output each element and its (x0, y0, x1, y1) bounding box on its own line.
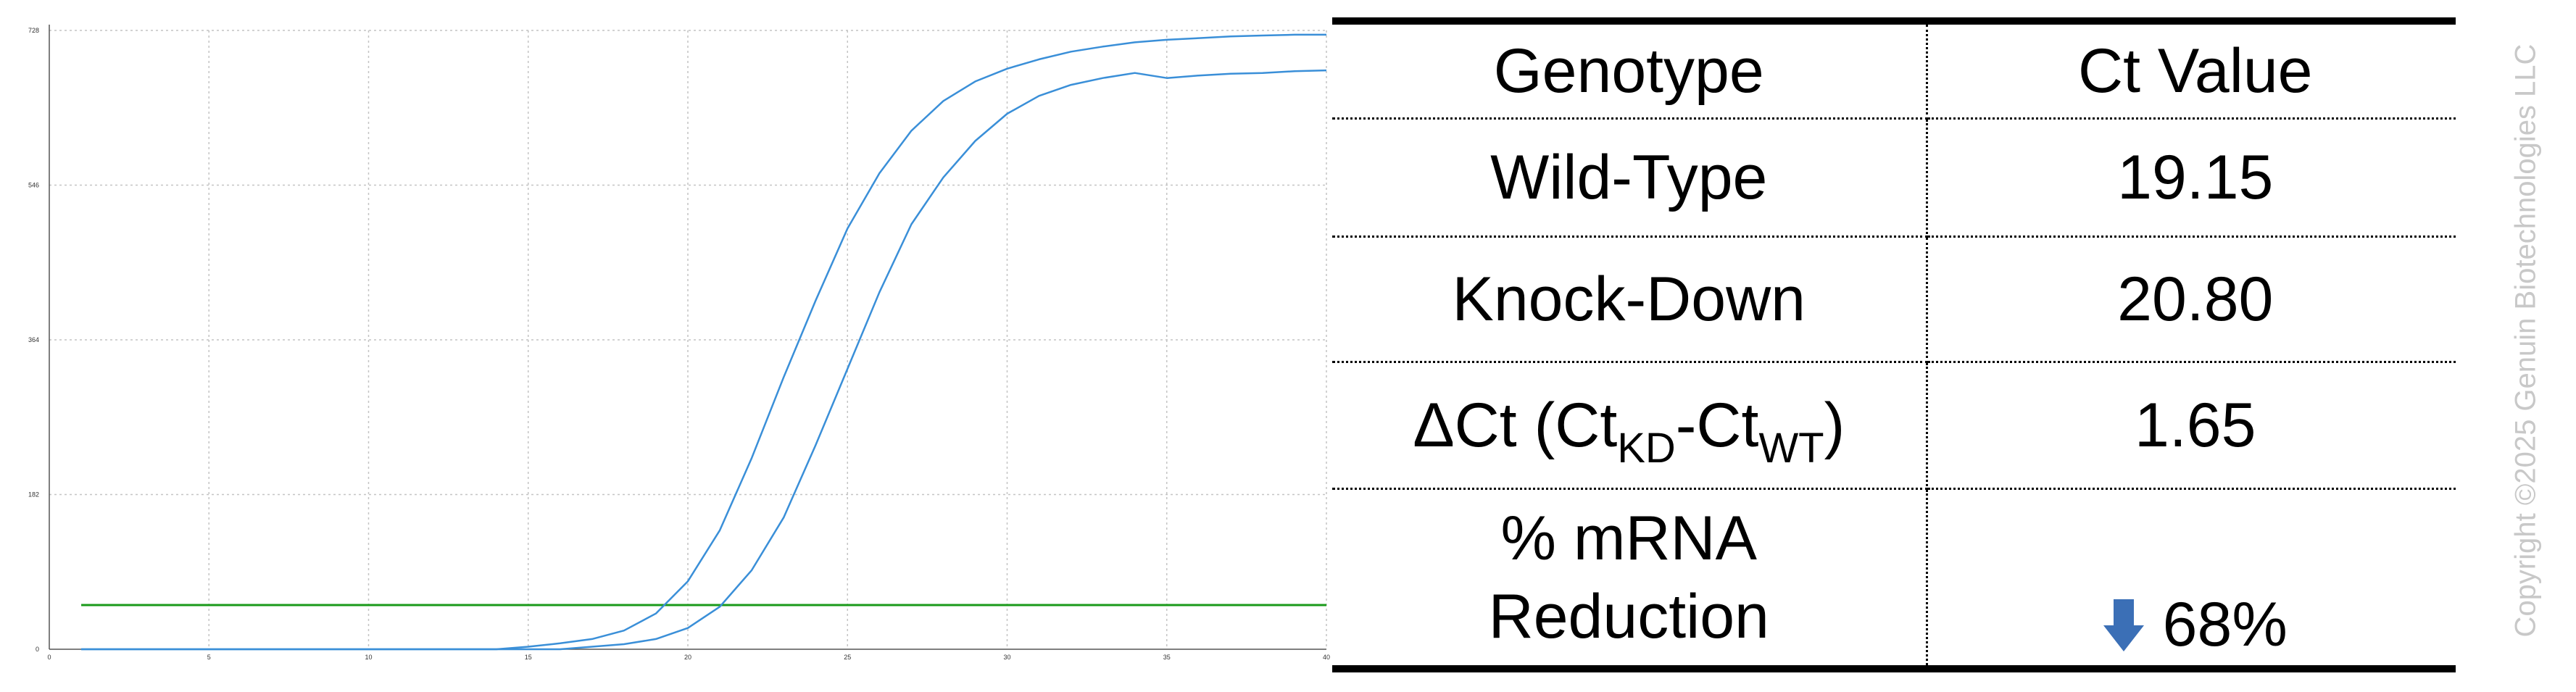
x-tick-label: 0 (47, 654, 51, 661)
reduction-label-line1: % mRNA (1500, 504, 1758, 573)
delta-ct-suffix: ) (1824, 391, 1845, 460)
x-tick-label: 35 (1163, 654, 1171, 661)
header-genotype: Genotype (1332, 17, 1928, 120)
delta-ct-mid: -Ct (1675, 391, 1759, 460)
series-line-1 (81, 33, 1326, 651)
x-tick-label: 20 (684, 654, 691, 661)
y-tick-label: 546 (28, 182, 39, 189)
x-tick-label: 40 (1323, 654, 1330, 661)
genotype-wild-type: Wild-Type (1332, 118, 1928, 238)
header-ct-value: Ct Value (1927, 17, 2456, 120)
y-tick-label: 182 (28, 491, 39, 499)
table-header-row: Genotype Ct Value (1332, 17, 2456, 120)
genotype-delta-ct: ΔCt (CtKD-CtWT) (1332, 362, 1928, 490)
chart-series (81, 33, 1327, 651)
ct-value-table: Genotype Ct Value Wild-Type 19.15 Knock-… (1332, 17, 2456, 672)
amplification-chart: 0 5 10 15 20 25 30 35 40 0 182 364 546 728 (28, 25, 1330, 661)
reduction-value: 68% (2162, 590, 2288, 659)
ct-wild-type: 19.15 (1927, 118, 2456, 238)
reduction-label-line2: Reduction (1488, 582, 1769, 651)
table-row-delta-ct: ΔCt (CtKD-CtWT) 1.65 (1332, 362, 2456, 490)
ct-delta-ct: 1.65 (1927, 362, 2456, 490)
delta-ct-sub-wt: WT (1758, 425, 1824, 472)
series-line-2 (81, 69, 1327, 651)
genotype-knock-down: Knock-Down (1332, 236, 1928, 363)
genotype-mrna-reduction: % mRNA Reduction (1332, 488, 1928, 672)
ct-mrna-reduction: 68% (1927, 488, 2456, 672)
y-tick-label: 0 (36, 646, 39, 653)
x-tick-label: 30 (1003, 654, 1010, 661)
table-row-knock-down: Knock-Down 20.80 (1332, 236, 2456, 363)
x-tick-label: 5 (207, 654, 211, 661)
table-row-mrna-reduction: % mRNA Reduction 68% (1332, 488, 2456, 672)
x-tick-label: 25 (844, 654, 851, 661)
copyright-notice: Copyright ©2025 Genuin Biotechnologies L… (2493, 43, 2559, 638)
chart-grid (49, 30, 1327, 649)
delta-ct-prefix: ΔCt (Ct (1413, 391, 1618, 460)
y-tick-label: 364 (28, 336, 39, 343)
table-row-wild-type: Wild-Type 19.15 (1332, 118, 2456, 238)
delta-ct-sub-kd: KD (1617, 425, 1676, 472)
ct-knock-down: 20.80 (1927, 236, 2456, 363)
down-arrow-icon (2103, 599, 2144, 651)
y-tick-label: 728 (28, 27, 39, 34)
copyright-text: Copyright ©2025 Genuin Biotechnologies L… (2509, 43, 2542, 638)
chart-tick-labels: 0 5 10 15 20 25 30 35 40 0 182 364 546 728 (28, 27, 1330, 661)
x-tick-label: 15 (525, 654, 532, 661)
x-tick-label: 10 (365, 654, 372, 661)
